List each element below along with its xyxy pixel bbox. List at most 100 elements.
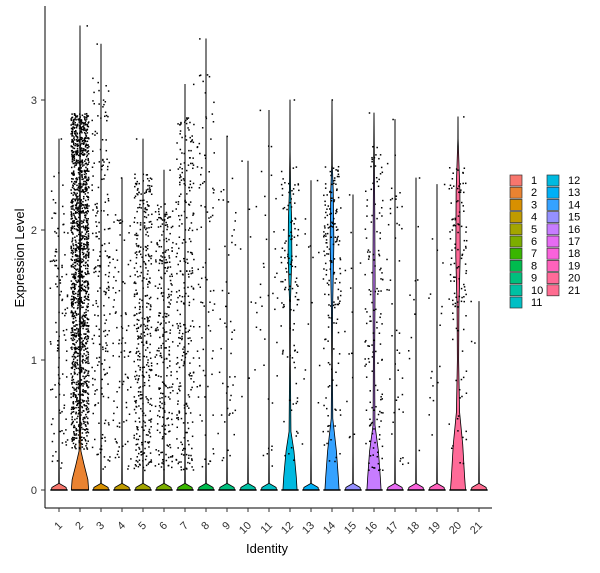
data-point: [104, 115, 106, 118]
data-point: [143, 222, 146, 224]
data-point: [333, 301, 335, 303]
data-point: [177, 123, 179, 125]
data-point: [80, 233, 82, 235]
data-point: [428, 297, 430, 299]
data-point: [108, 161, 111, 164]
data-point: [295, 435, 298, 437]
data-point: [72, 178, 74, 180]
violin-7: [176, 84, 194, 491]
data-point: [86, 350, 88, 353]
data-point: [76, 307, 79, 310]
data-point: [158, 216, 160, 219]
data-point: [145, 189, 148, 191]
data-point: [171, 275, 174, 278]
data-point: [75, 312, 78, 315]
data-point: [71, 291, 74, 293]
data-point: [325, 211, 327, 214]
data-point: [325, 407, 328, 410]
data-point: [94, 404, 96, 407]
data-point: [373, 428, 375, 430]
data-point: [326, 214, 329, 217]
data-point: [249, 236, 252, 238]
data-point: [84, 320, 86, 322]
data-point: [325, 233, 327, 235]
data-point: [461, 201, 463, 204]
data-point: [61, 299, 63, 302]
data-point: [294, 227, 296, 230]
data-point: [334, 241, 337, 243]
data-point: [191, 375, 193, 377]
data-point: [52, 455, 54, 457]
data-point: [387, 223, 390, 226]
legend-label: 15: [568, 212, 580, 224]
data-point: [139, 246, 142, 248]
violin-14: [324, 99, 340, 491]
data-point: [61, 442, 64, 444]
data-point: [101, 138, 104, 141]
data-point: [296, 298, 299, 301]
data-point: [394, 154, 396, 157]
data-point: [192, 157, 194, 159]
data-point: [74, 363, 76, 366]
data-point: [146, 324, 149, 327]
data-point: [87, 223, 89, 225]
data-point: [191, 270, 194, 272]
data-point: [212, 309, 214, 312]
data-point: [75, 134, 77, 137]
data-point: [147, 253, 150, 256]
data-point: [82, 212, 84, 214]
data-point: [73, 219, 75, 222]
data-point: [160, 375, 162, 378]
data-point: [142, 385, 144, 388]
data-point: [376, 230, 378, 233]
data-point: [81, 317, 83, 319]
data-point: [155, 374, 157, 376]
data-point: [71, 440, 73, 442]
data-point: [50, 423, 53, 426]
data-point: [183, 282, 185, 284]
data-point: [166, 270, 168, 272]
data-point: [57, 235, 60, 237]
data-point: [292, 403, 295, 405]
data-point: [73, 159, 75, 162]
data-point: [290, 446, 293, 449]
data-point: [364, 228, 367, 230]
data-point: [335, 322, 338, 324]
legend-item-15: 15: [546, 211, 580, 224]
data-point: [135, 243, 138, 245]
data-point: [274, 308, 276, 311]
data-point: [455, 200, 458, 203]
legend-label: 5: [531, 224, 537, 236]
data-point: [136, 351, 138, 353]
data-point: [122, 281, 124, 283]
data-point: [80, 119, 83, 122]
data-point: [399, 460, 401, 462]
data-point: [156, 414, 159, 417]
data-point: [72, 208, 74, 210]
data-point: [323, 268, 325, 270]
data-point: [71, 253, 74, 255]
legend-label: 16: [568, 224, 580, 236]
data-point: [191, 135, 193, 137]
data-point: [191, 267, 193, 269]
data-point: [106, 372, 109, 374]
data-point: [190, 222, 193, 224]
data-point: [87, 400, 90, 402]
data-point: [231, 412, 234, 414]
data-point: [81, 222, 83, 225]
data-point: [164, 312, 166, 315]
legend-swatch: [509, 296, 523, 309]
data-point: [164, 315, 167, 318]
data-point: [63, 213, 65, 215]
data-point: [147, 317, 149, 320]
data-point: [147, 303, 150, 305]
data-point: [218, 371, 221, 374]
data-point: [136, 293, 138, 295]
data-point: [98, 328, 100, 331]
data-point: [70, 408, 73, 411]
data-point: [188, 443, 190, 446]
data-point: [125, 329, 128, 332]
data-point: [165, 322, 167, 324]
data-point: [179, 174, 181, 176]
data-point: [76, 144, 78, 146]
